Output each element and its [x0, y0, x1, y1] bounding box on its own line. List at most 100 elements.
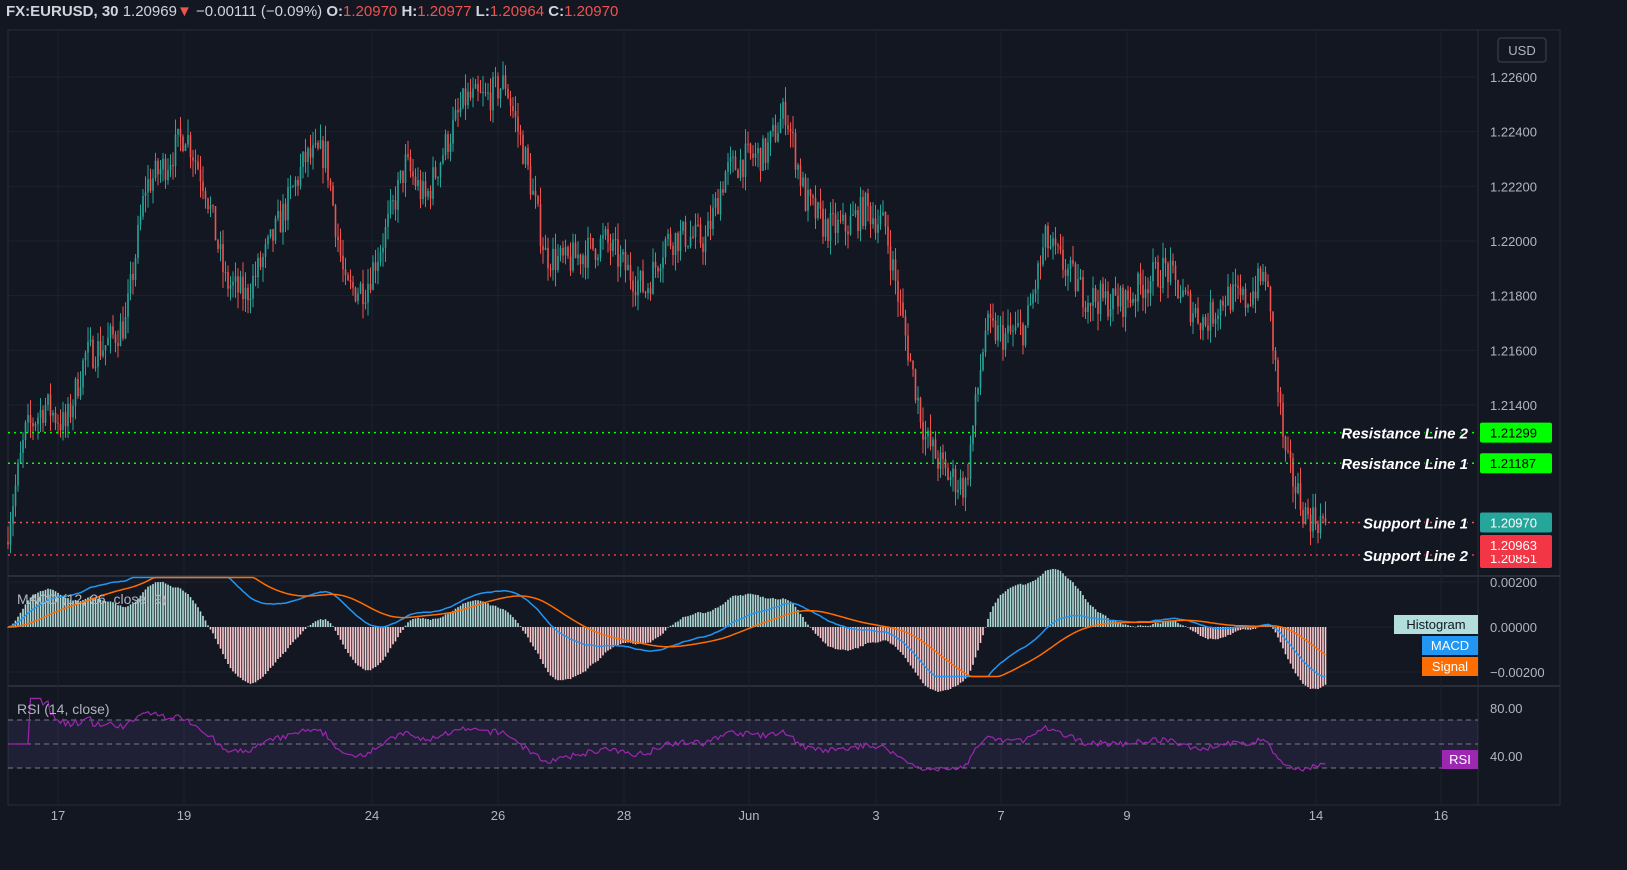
macd-histogram-bar — [654, 627, 657, 639]
macd-histogram-bar — [347, 627, 349, 654]
macd-histogram-bar — [689, 615, 692, 627]
macd-histogram-bar — [1192, 627, 1194, 632]
currency-button[interactable] — [1497, 37, 1547, 63]
candle-body — [414, 176, 417, 187]
candle-body — [269, 229, 272, 237]
macd-histogram-bar — [1057, 569, 1059, 627]
macd-histogram-bar — [502, 609, 504, 627]
candle-body — [1314, 507, 1317, 525]
candle-body — [1112, 288, 1114, 310]
macd-histogram-bar — [87, 597, 89, 627]
macd-histogram-bar — [824, 627, 827, 644]
macd-histogram-bar — [1062, 573, 1064, 627]
macd-histogram-bar — [447, 613, 449, 627]
candle-body — [1117, 295, 1119, 307]
candle-body — [1192, 313, 1194, 323]
macd-histogram-bar — [752, 594, 754, 627]
candle-body — [579, 254, 582, 265]
candle-body — [152, 178, 154, 191]
macd-histogram-bar — [219, 627, 222, 649]
candle-body — [214, 206, 217, 241]
macd-histogram-bar — [639, 627, 642, 643]
macd-histogram-bar — [672, 624, 674, 627]
macd-histogram-bar — [1204, 627, 1207, 638]
macd-histogram-bar — [1199, 627, 1202, 637]
candle-body — [699, 224, 702, 244]
legend-tag-label: RSI — [1449, 752, 1471, 767]
macd-histogram-bar — [117, 605, 119, 627]
candle-body — [302, 151, 304, 168]
candle-body — [832, 213, 834, 215]
candle-body — [454, 110, 457, 120]
candle-body — [457, 110, 459, 113]
macd-histogram-bar — [834, 627, 837, 650]
candle-body — [1254, 291, 1257, 299]
macd-histogram-bar — [179, 588, 182, 627]
macd-histogram-bar — [212, 627, 214, 634]
candle-body — [69, 403, 72, 418]
candle-body — [649, 288, 652, 294]
candle-body — [749, 143, 752, 154]
candle-body — [559, 248, 562, 256]
macd-histogram-bar — [602, 627, 604, 656]
candle-body — [692, 236, 694, 238]
macd-histogram-bar — [814, 627, 817, 634]
macd-histogram-bar — [572, 627, 574, 678]
candle-body — [407, 154, 409, 157]
macd-histogram-bar — [772, 598, 774, 627]
candle-body — [487, 92, 489, 94]
macd-histogram-bar — [134, 601, 137, 627]
symbol-name[interactable]: FX:EURUSD, 30 — [6, 3, 119, 20]
candle-body — [1202, 317, 1204, 331]
macd-histogram-bar — [622, 627, 624, 644]
axes: USD MACD (12, 26, close, 9) RSI (14, clo… — [17, 37, 1547, 823]
legend-tag — [1422, 657, 1478, 676]
candle-body — [1042, 247, 1044, 265]
candle-body — [34, 424, 37, 427]
candle-body — [1047, 225, 1049, 249]
macd-histogram-bar — [469, 601, 472, 627]
candle-body — [332, 185, 334, 206]
macd-histogram-bar — [127, 606, 129, 627]
macd-histogram-bar — [742, 595, 744, 627]
macd-histogram-bar — [417, 617, 419, 627]
legend-tag-label: Histogram — [1406, 617, 1465, 632]
macd-histogram-bar — [1042, 573, 1044, 627]
candle-body — [142, 196, 144, 217]
price-label-box — [1480, 535, 1552, 555]
candle-body — [402, 170, 404, 183]
candle-body — [807, 189, 809, 211]
candle-body — [724, 171, 727, 193]
macd-histogram-bar — [744, 594, 747, 627]
candle-body — [447, 134, 449, 152]
macd-histogram-bar — [729, 597, 732, 627]
macd-histogram-bar — [727, 599, 729, 627]
macd-histogram-bar — [769, 598, 772, 627]
candle-body — [1024, 325, 1027, 346]
candle-body — [282, 203, 284, 233]
candle-body — [1102, 283, 1104, 298]
candle-body — [392, 200, 394, 202]
price-lines: Resistance Line 2 1.21299 Resistance Line … — [8, 422, 1552, 569]
macd-histogram-bar — [167, 584, 169, 627]
price-tick-label: 1.21600 — [1490, 343, 1537, 358]
macd-histogram-bar — [1207, 627, 1209, 640]
candle-body — [404, 154, 407, 183]
macd-histogram-bar — [149, 585, 152, 627]
candle-body — [284, 203, 287, 221]
candle-body — [167, 170, 169, 181]
candle-body — [752, 153, 754, 158]
candle-body — [824, 219, 827, 237]
macd-histogram-bar — [1142, 625, 1144, 627]
macd-histogram-bar — [329, 623, 332, 627]
macd-histogram-bar — [857, 627, 859, 649]
macd-histogram-bar — [154, 582, 157, 627]
candle-body — [717, 198, 719, 215]
macd-histogram-bar — [312, 622, 314, 627]
macd-histogram-bar — [629, 627, 632, 643]
candle-body — [1204, 317, 1207, 326]
rsi-pane: RSI — [8, 697, 1478, 772]
candle-body — [117, 343, 119, 346]
candle-body — [467, 91, 469, 106]
